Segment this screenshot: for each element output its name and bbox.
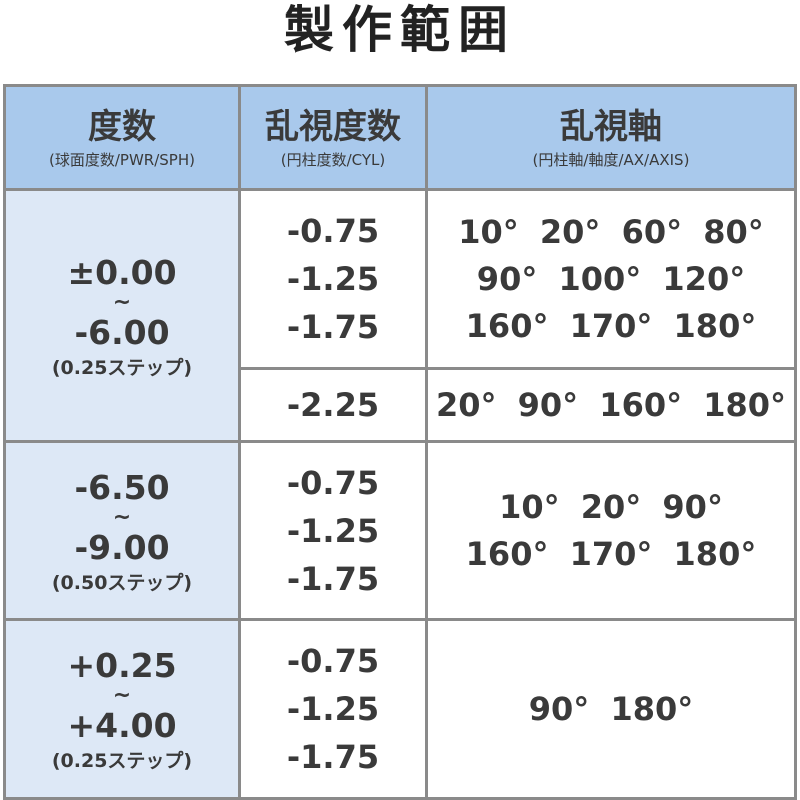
axis-line: 10° 20° 90° (499, 487, 723, 526)
sph-step: (0.25ステップ) (51, 750, 193, 772)
axis-line: 160° 170° 180° (465, 534, 757, 573)
sph-to: +4.00 (67, 706, 177, 745)
header-sub: (円柱軸/軸度/AX/AXIS) (532, 150, 690, 169)
tilde: ~ (112, 289, 132, 315)
axis-values: 20° 90° 160° 180° (425, 367, 797, 443)
sph-range: ±0.00 ~ -6.00 (0.25ステップ) (3, 188, 241, 443)
header-axis: 乱視軸 (円柱軸/軸度/AX/AXIS) (425, 84, 797, 191)
header-sph: 度数 (球面度数/PWR/SPH) (3, 84, 241, 191)
cyl-values: -0.75 -1.25 -1.75 (238, 188, 428, 370)
cyl-value: -0.75 (286, 463, 380, 502)
cyl-value: -1.75 (286, 738, 380, 776)
axis-line: 90° 100° 120° (476, 259, 746, 298)
cyl-value: -1.25 (286, 260, 380, 298)
sph-range: -6.50 ~ -9.00 (0.50ステップ) (3, 440, 241, 621)
cyl-value: -1.25 (286, 690, 380, 728)
sph-from: -6.50 (74, 467, 170, 507)
header-cyl: 乱視度数 (円柱度数/CYL) (238, 84, 428, 191)
axis-values: 10° 20° 60° 80° 90° 100° 120° 160° 170° … (425, 188, 797, 370)
cyl-values: -0.75 -1.25 -1.75 (238, 618, 428, 800)
header-sub: (円柱度数/CYL) (280, 150, 386, 169)
axis-line: 160° 170° 180° (465, 306, 757, 345)
sph-to: -6.00 (74, 312, 170, 352)
axis-line: 90° 180° (528, 689, 694, 728)
tilde: ~ (112, 504, 132, 530)
sph-step: (0.25ステップ) (51, 356, 193, 379)
cyl-value: -0.75 (286, 642, 380, 680)
header-main: 乱視軸 (560, 106, 662, 147)
axis-line: 20° 90° 160° 180° (435, 385, 787, 424)
page-title: 製作範囲 (284, 1, 516, 59)
cyl-value: -2.25 (286, 386, 380, 424)
cyl-value: -0.75 (286, 212, 380, 250)
header-main: 乱視度数 (265, 106, 401, 147)
sph-from: ±0.00 (67, 252, 177, 292)
header-sub: (球面度数/PWR/SPH) (49, 150, 195, 169)
sph-step: (0.50ステップ) (51, 571, 193, 594)
sph-range: +0.25 ~ +4.00 (0.25ステップ) (3, 618, 241, 800)
header-main: 度数 (88, 106, 156, 147)
cyl-value: -1.75 (286, 308, 380, 346)
sph-from: +0.25 (67, 646, 177, 685)
axis-values: 10° 20° 90° 160° 170° 180° (425, 440, 797, 621)
axis-values: 90° 180° (425, 618, 797, 800)
cyl-values: -0.75 -1.25 -1.75 (238, 440, 428, 621)
cyl-value: -1.75 (286, 559, 380, 598)
axis-line: 10° 20° 60° 80° (458, 212, 764, 251)
cyl-value: -1.25 (286, 511, 380, 550)
sph-to: -9.00 (74, 527, 170, 567)
cyl-values: -2.25 (238, 367, 428, 443)
tilde: ~ (112, 683, 132, 708)
